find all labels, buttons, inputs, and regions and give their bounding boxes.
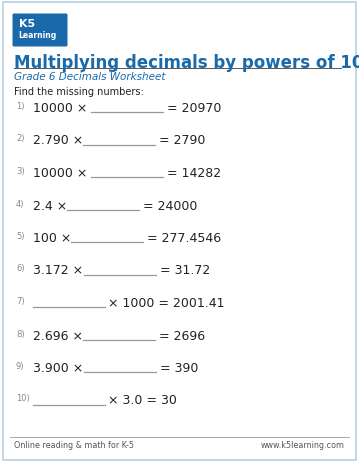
Text: 4): 4) [16,199,24,208]
Text: www.k5learning.com: www.k5learning.com [261,440,345,449]
Text: 3.172 ×: 3.172 × [33,264,83,277]
Text: = 24000: = 24000 [143,199,197,212]
FancyBboxPatch shape [3,3,356,460]
FancyBboxPatch shape [13,14,67,47]
Text: Grade 6 Decimals Worksheet: Grade 6 Decimals Worksheet [14,72,165,82]
Text: = 2696: = 2696 [159,329,205,342]
Text: K5: K5 [19,19,35,29]
Text: = 390: = 390 [160,361,199,374]
Text: × 1000 = 2001.41: × 1000 = 2001.41 [108,296,224,309]
Text: Online reading & math for K-5: Online reading & math for K-5 [14,440,134,449]
Text: 1): 1) [16,102,24,111]
Text: 5): 5) [16,232,24,240]
Text: 100 ×: 100 × [33,232,71,244]
Text: 2.4 ×: 2.4 × [33,199,67,212]
Text: = 2790: = 2790 [159,134,205,147]
Text: 2): 2) [16,134,24,143]
Text: 3.900 ×: 3.900 × [33,361,83,374]
Text: = 20970: = 20970 [167,102,222,115]
Text: 2.696 ×: 2.696 × [33,329,83,342]
Text: 10): 10) [16,394,30,403]
Text: Multiplying decimals by powers of 10: Multiplying decimals by powers of 10 [14,54,359,72]
Text: 7): 7) [16,296,25,305]
Text: × 3.0 = 30: × 3.0 = 30 [108,394,177,407]
Text: 9): 9) [16,361,24,370]
Text: Find the missing numbers:: Find the missing numbers: [14,87,144,97]
Text: = 31.72: = 31.72 [160,264,210,277]
Text: 10000 ×: 10000 × [33,167,87,180]
Text: 10000 ×: 10000 × [33,102,87,115]
Text: 8): 8) [16,329,25,338]
Text: Learning: Learning [18,31,56,40]
Text: 6): 6) [16,264,25,273]
Text: = 277.4546: = 277.4546 [147,232,221,244]
Text: = 14282: = 14282 [167,167,221,180]
Text: 2.790 ×: 2.790 × [33,134,83,147]
Text: 3): 3) [16,167,25,175]
